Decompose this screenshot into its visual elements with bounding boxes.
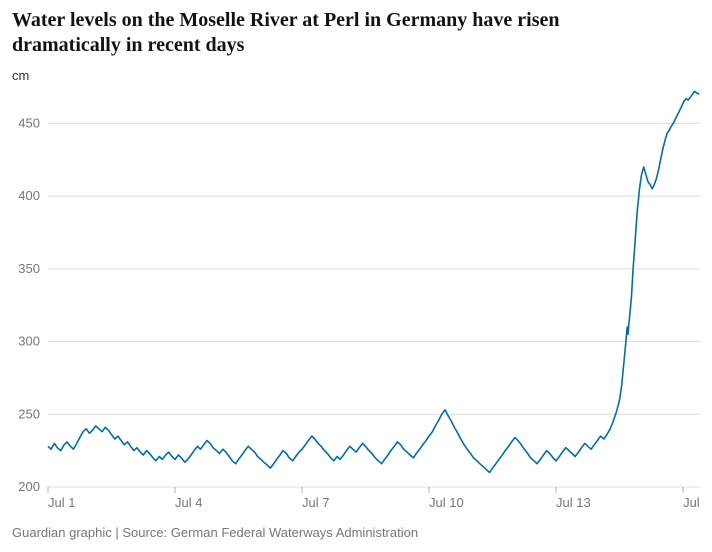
y-tick-label: 250 xyxy=(18,406,40,421)
chart-area: 200 250 300 350 400 450 Jul 1 Jul 4 Jul 7 Jul 10 J… xyxy=(12,87,700,517)
y-tick-label: 350 xyxy=(18,261,40,276)
line-chart: 200 250 300 350 400 450 Jul 1 Jul 4 Jul 7 Jul 10 J… xyxy=(12,87,700,517)
x-tick-label: Jul 10 xyxy=(429,495,464,510)
y-tick-label: 400 xyxy=(18,188,40,203)
y-tick-label: 300 xyxy=(18,334,40,349)
x-tick-label: Jul 1 xyxy=(48,495,75,510)
x-tick-label: Jul 13 xyxy=(556,495,591,510)
x-tick-label: Jul 4 xyxy=(175,495,202,510)
x-tick-label: Jul 7 xyxy=(302,495,329,510)
y-tick-label: 450 xyxy=(18,115,40,130)
source-footer: Guardian graphic | Source: German Federa… xyxy=(12,525,700,540)
y-axis-unit: cm xyxy=(12,68,700,83)
water-level-line xyxy=(48,91,699,472)
x-tick-label: Jul 16 xyxy=(683,495,700,510)
y-tick-label: 200 xyxy=(18,479,40,494)
chart-title: Water levels on the Moselle River at Per… xyxy=(12,8,652,58)
